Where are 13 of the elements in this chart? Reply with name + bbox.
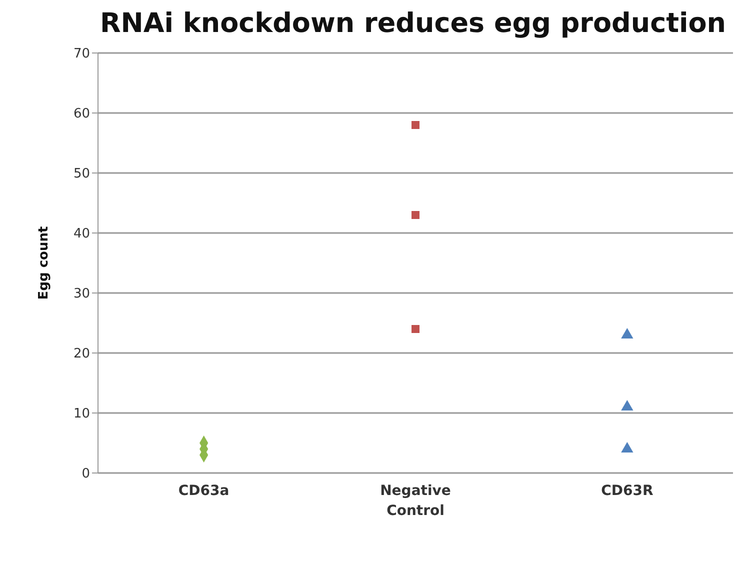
x-tick-label: CD63R <box>601 483 654 499</box>
y-tick-label: 0 <box>82 466 90 482</box>
y-tick-label: 40 <box>73 226 90 242</box>
y-tick-label: 20 <box>73 346 90 362</box>
y-tick-label: 50 <box>73 166 90 182</box>
y-tick-label: 70 <box>73 46 90 62</box>
x-tick-label: CD63a <box>178 483 230 499</box>
chart-title: RNAi knockdown reduces egg production <box>98 8 728 39</box>
y-tick-label: 10 <box>73 406 90 422</box>
x-tick-label: Negative Control <box>380 483 451 519</box>
y-tick-label: 60 <box>73 106 90 122</box>
y-axis-title: Egg count <box>36 226 52 300</box>
y-tick-label: 30 <box>73 286 90 302</box>
